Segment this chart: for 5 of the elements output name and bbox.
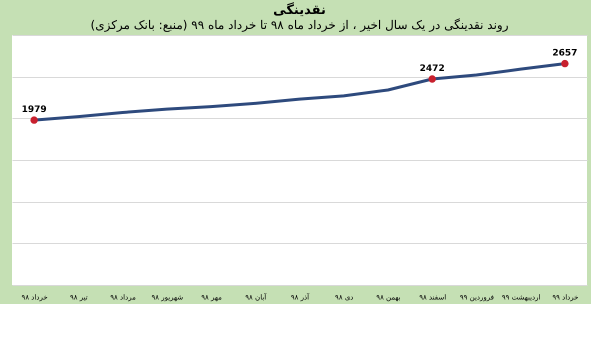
data-label: 2657	[552, 48, 578, 59]
chart-title: نقدینگی	[273, 2, 326, 18]
data-label: 1979	[22, 105, 47, 116]
data-label: 2472	[420, 64, 445, 74]
chart-subtitle: روند نقدینگی در یک سال اخیر ، از خرداد ماه ۹۸ تا خرداد ماه ۹۹ (منبع: بانک مرکزی)	[90, 18, 509, 32]
